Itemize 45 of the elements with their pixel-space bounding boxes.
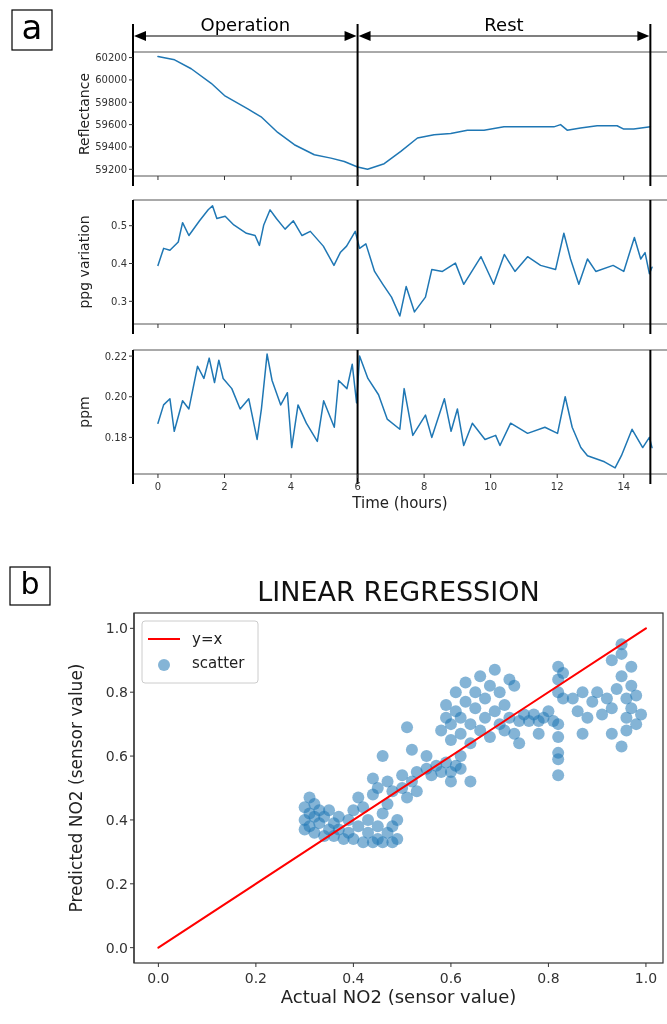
y-tick-label: 0.6 [105, 747, 129, 764]
text: b [20, 566, 40, 602]
x-axis-title: Actual NO2 (sensor value) [280, 986, 517, 1008]
y-axis-title: ppg variation [76, 215, 92, 309]
text: Operation [200, 14, 291, 35]
y-axis-title: Predicted NO2 (sensor value) [66, 663, 86, 913]
y-axis-title: Reflectance [76, 72, 92, 156]
x-tick-label: 8 [420, 481, 428, 492]
y-tick-label: 0.0 [105, 939, 128, 956]
x-tick-label: 0.4 [342, 970, 365, 986]
y-tick-label: 59600 [95, 119, 127, 131]
text: a [21, 6, 43, 47]
y-tick-label: 0.8 [105, 684, 128, 701]
y-tick-label: 59400 [95, 141, 127, 153]
x-tick-label: 14 [617, 481, 631, 492]
x-axis-title: Time (hours) [351, 494, 448, 513]
y-tick-label: 59800 [95, 96, 127, 108]
x-tick-label: 0.2 [244, 970, 268, 986]
text: Rest [484, 14, 524, 35]
x-tick-label: 0.8 [537, 970, 560, 986]
y-tick-label: 60200 [95, 52, 127, 64]
chart-title: LINEAR REGRESSION [257, 576, 540, 607]
x-tick-label: 0 [154, 481, 162, 492]
y-axis-title: ppm [76, 396, 92, 428]
y-tick-label: 0.18 [104, 431, 127, 443]
x-tick-label: 4 [287, 481, 295, 492]
y-tick-label: 59200 [95, 163, 127, 175]
y-tick-label: 1.0 [105, 620, 128, 637]
y-tick-label: 0.2 [105, 875, 128, 892]
y-tick-label: 0.20 [104, 391, 127, 403]
x-tick-label: 10 [484, 481, 498, 492]
x-tick-label: 0.0 [147, 970, 170, 986]
x-tick-label: 1.0 [634, 970, 658, 986]
y-tick-label: 0.4 [111, 258, 127, 270]
x-tick-label: 2 [221, 481, 228, 492]
y-tick-label: 0.5 [111, 220, 127, 232]
y-tick-label: 60000 [95, 74, 127, 86]
x-tick-label: 6 [354, 481, 361, 492]
legend-label: y=x [192, 630, 223, 648]
y-tick-label: 0.22 [104, 350, 127, 362]
x-tick-label: 12 [550, 481, 564, 492]
y-tick-label: 0.4 [105, 811, 129, 828]
legend-label: scatter [192, 654, 246, 672]
y-tick-label: 0.3 [111, 295, 127, 307]
x-tick-label: 0.6 [439, 970, 463, 986]
